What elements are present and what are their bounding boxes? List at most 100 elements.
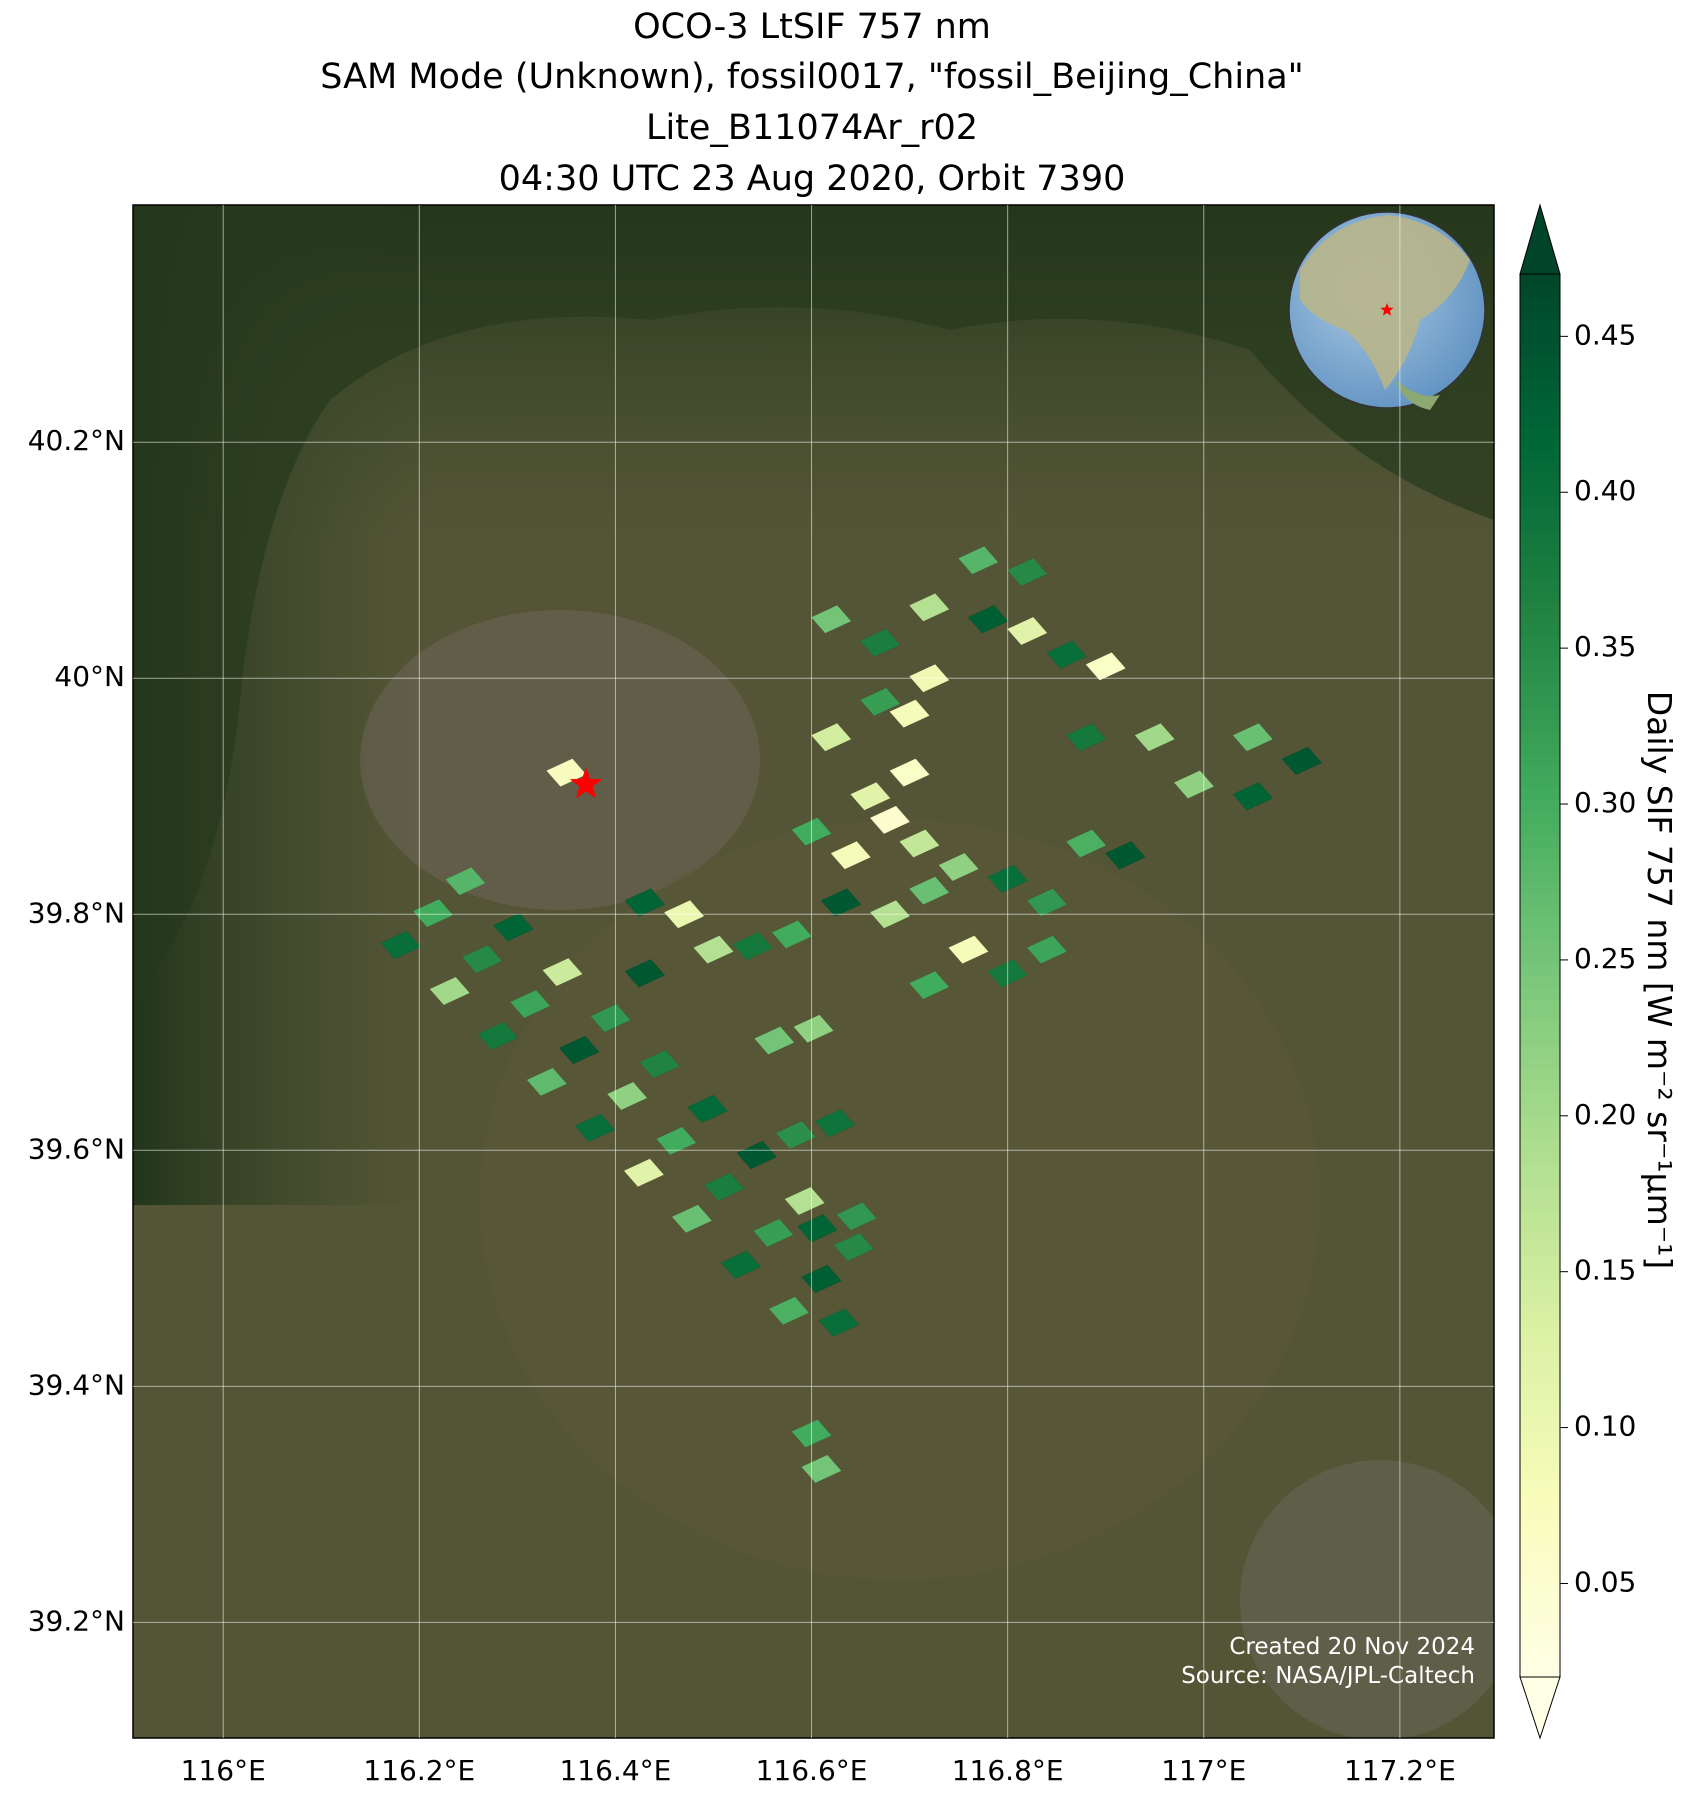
basemap [133,205,1494,1738]
sif-footprint [908,876,950,905]
colorbar-segment [1520,448,1560,462]
sif-footprint [908,970,950,1000]
sif-footprint [1065,722,1107,752]
colorbar-segment [1520,390,1560,404]
colorbar-segment [1520,343,1560,357]
colorbar-segment [1520,1185,1560,1199]
colorbar-segment [1520,273,1560,287]
colorbar-label: Daily SIF 757 nm [W m⁻² sr⁻¹μm⁻¹] [1640,691,1679,1270]
sif-footprint [558,1035,600,1065]
colorbar-segment [1520,811,1560,825]
sif-footprint [784,1186,826,1216]
colorbar-segment [1520,1314,1560,1327]
sif-footprint [429,976,471,1006]
sif-footprint [623,1158,665,1188]
colorbar-segment [1520,951,1560,965]
sif-footprint [793,1014,834,1044]
colorbar-segment [1520,916,1560,930]
colorbar-segment [1520,1325,1560,1339]
sif-footprint [1232,722,1274,752]
colorbar-tick-label: 0.45 [1574,318,1636,351]
colorbar-tick-label: 0.40 [1574,474,1636,507]
sif-footprint [1006,557,1048,587]
colorbar-segment [1520,998,1560,1012]
colorbar-segment [1520,986,1560,1000]
colorbar-segment [1520,869,1560,883]
colorbar-segment [1520,542,1560,556]
sif-footprint [606,1081,648,1111]
sif-footprint [477,1021,519,1051]
colorbar-segment [1520,729,1560,743]
x-tick-label: 116°E [181,1754,266,1787]
colorbar-segment [1520,519,1560,532]
credit-line: Created 20 Nov 2024 [1229,1634,1475,1660]
colorbar-extend [1519,203,1561,275]
sif-footprint [732,931,774,961]
map-frame [132,204,1495,1739]
colorbar-segment [1520,1021,1560,1035]
sif-footprint [590,1003,631,1033]
colorbar-segment [1520,413,1560,427]
colorbar-tick-label: 0.20 [1574,1098,1636,1131]
colorbar-segment [1520,1454,1560,1468]
colorbar-segment [1520,823,1560,836]
sif-footprint [889,699,931,728]
colorbar-segment [1520,904,1560,918]
colorbar-segment [1520,1091,1560,1105]
colorbar-tick-label: 0.05 [1574,1565,1636,1598]
sif-footprint [1085,652,1127,681]
colorbar-segment [1520,1512,1560,1526]
colorbar-segment [1520,939,1560,953]
colorbar-segment [1520,846,1560,860]
sif-footprint [1026,888,1068,917]
colorbar-segment [1520,355,1560,369]
colorbar-extend [1519,1676,1561,1740]
sif-footprint [703,1172,745,1202]
colorbar-segment [1520,1045,1560,1058]
sif-footprint [1134,722,1176,752]
sif-footprint [624,888,666,917]
sif-footprint [775,1120,817,1150]
colorbar-segment [1520,776,1560,789]
x-tick-label: 116.6°E [756,1754,868,1787]
sif-footprint [624,958,666,988]
colorbar-segment [1520,1489,1560,1503]
colorbar-tick-label: 0.30 [1574,786,1636,819]
sif-footprint [687,1094,729,1124]
colorbar-segment [1520,612,1560,626]
colorbar-segment [1520,647,1560,661]
x-tick-label: 116.2°E [363,1754,475,1787]
colorbar-segment [1520,1536,1560,1549]
sif-footprint [752,1218,794,1248]
colorbar-tick-label: 0.10 [1574,1410,1636,1443]
colorbar-segment [1520,1419,1560,1432]
sif-footprint [957,545,999,575]
colorbar-segment [1520,1220,1560,1234]
colorbar-segment [1520,577,1560,591]
globe-marker [1380,303,1394,316]
colorbar-segment [1520,1372,1560,1386]
colorbar-segment [1520,1559,1560,1573]
colorbar-segment [1520,1278,1560,1292]
sif-footprint [833,1232,875,1262]
colorbar-segment [1520,1664,1560,1678]
sif-footprint [671,1204,713,1234]
x-tick-label: 117.2°E [1344,1754,1456,1787]
colorbar-segment [1520,834,1560,848]
colorbar-segment [1520,483,1560,497]
colorbar-segment [1520,1033,1560,1047]
colorbar-segment [1520,1290,1560,1304]
colorbar-segment [1520,1547,1560,1561]
colorbar-segment [1520,1103,1560,1117]
colorbar-segment [1520,1606,1560,1620]
colorbar-segment [1520,1407,1560,1421]
colorbar-segment [1520,320,1560,333]
colorbar-segment [1520,963,1560,976]
colorbar-segment [1520,296,1560,310]
chart-subtitle: Lite_B11074Ar_r02 [646,108,978,148]
colorbar-segment [1520,1068,1560,1082]
sif-footprint [509,989,551,1019]
sif-footprint [814,1108,856,1138]
colorbar-segment [1520,694,1560,708]
